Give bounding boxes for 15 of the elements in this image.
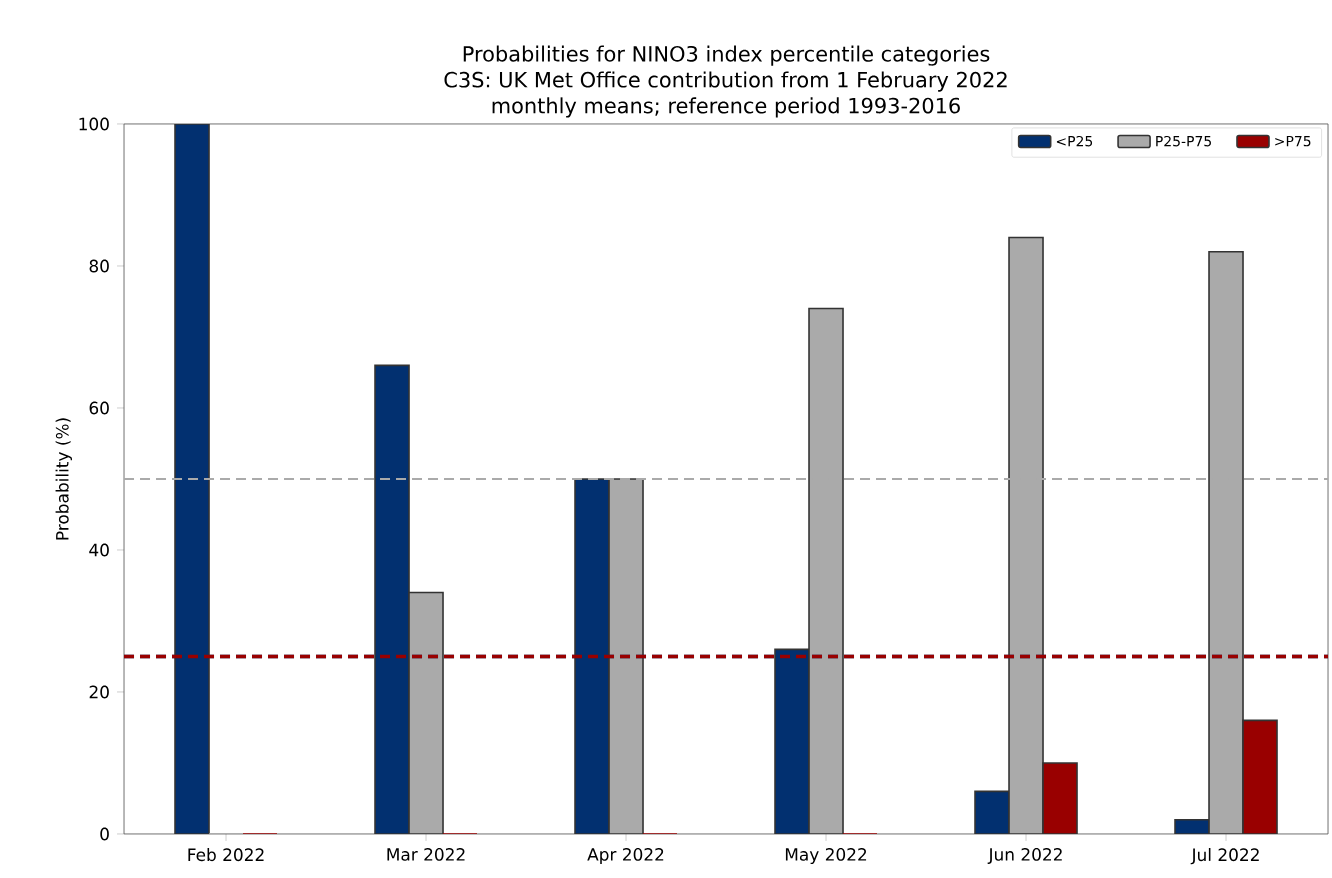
x-tick-label: Jun 2022 <box>987 848 1062 864</box>
x-tick-label: May 2022 <box>785 848 867 865</box>
chart-title: Probabilities for NINO3 index percentile categories <box>463 45 990 66</box>
x-tick-label: Mar 2022 <box>387 848 465 861</box>
y-tick-label: 100 <box>79 117 109 131</box>
y-axis-title: Probability (%) <box>55 418 72 540</box>
chart-subtitle: C3S: UK Met Office contribution from 1 February 2022 monthly means; reference period 1993-2016 <box>444 71 1007 118</box>
y-tick-label: 60 <box>89 401 109 415</box>
y-tick-label: 20 <box>89 685 109 699</box>
x-tick-label: Jul 2022 <box>1190 848 1259 865</box>
y-tick-label: 80 <box>89 259 109 273</box>
x-tick-label: Apr 2022 <box>587 848 664 865</box>
x-tick-label: Feb 2022 <box>188 848 264 862</box>
y-tick-label: 40 <box>89 543 109 557</box>
y-tick-label: 0 <box>100 827 109 841</box>
